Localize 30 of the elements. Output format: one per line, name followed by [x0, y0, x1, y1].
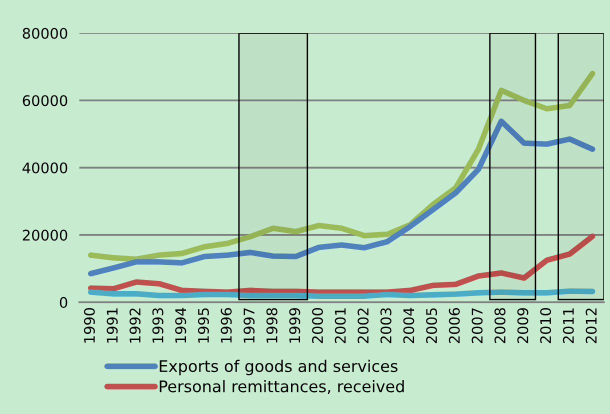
- x-tick-label: 1998: [266, 308, 278, 343]
- x-tick-label: 2000: [312, 308, 324, 344]
- x-tick-label: 1992: [130, 308, 141, 343]
- x-tick-label: 1999: [289, 308, 300, 343]
- x-tick-label: 1991: [106, 308, 118, 343]
- y-tick-label: 60000: [22, 95, 68, 106]
- x-tick-label: 2009: [517, 308, 528, 344]
- x-tick-label: 2005: [426, 308, 438, 344]
- x-tick-label: 2012: [586, 308, 597, 344]
- x-tick-label: 2008: [494, 308, 506, 344]
- legend-label: Personal remittances, received: [160, 380, 404, 394]
- y-tick-label: 40000: [22, 162, 68, 174]
- y-tick-label: 80000: [22, 28, 68, 39]
- y-tick-label: 0: [60, 296, 68, 308]
- x-tick-label: 2006: [448, 308, 460, 344]
- x-tick-label: 2010: [540, 308, 552, 344]
- legend-label: Exports of goods and services: [160, 360, 398, 376]
- y-tick-label: 20000: [22, 230, 68, 241]
- x-tick-label: 1996: [220, 308, 232, 343]
- x-tick-label: 2001: [334, 308, 346, 344]
- x-tick-label: 2002: [358, 308, 369, 344]
- x-tick-label: 1993: [152, 308, 164, 343]
- x-tick-label: 1997: [244, 308, 255, 343]
- x-tick-label: 1990: [84, 308, 95, 343]
- x-tick-label: 1995: [198, 308, 209, 343]
- x-tick-label: 2004: [403, 308, 414, 344]
- x-tick-label: 2003: [380, 308, 392, 344]
- x-tick-label: 2011: [562, 308, 574, 344]
- x-tick-label: 1994: [175, 308, 186, 343]
- x-tick-label: 2007: [472, 308, 483, 344]
